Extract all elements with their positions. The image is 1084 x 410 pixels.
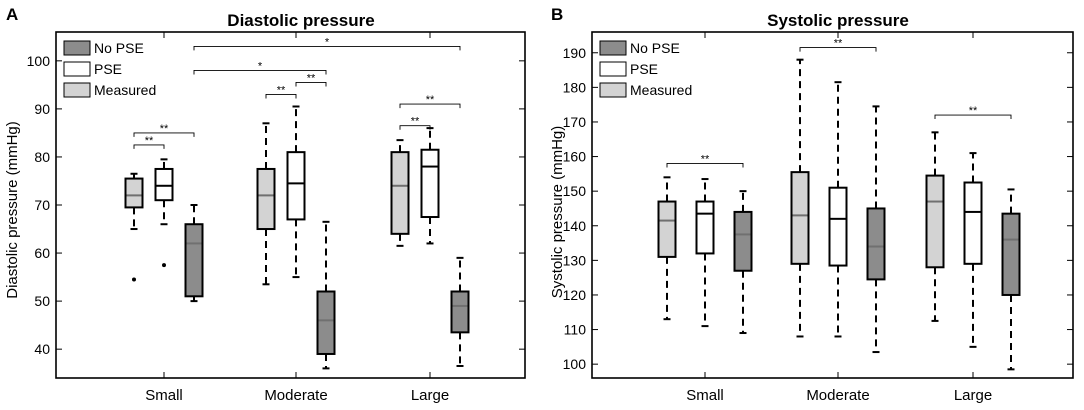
significance-bracket [193,45,461,51]
significance-label: * [325,36,330,48]
y-tick-label: 100 [563,356,587,372]
panel-label-a: A [6,5,18,24]
significance-label: ** [701,153,710,165]
y-tick-label: 160 [563,149,587,165]
significance-bracket [399,103,461,109]
y-tick-label: 50 [34,293,50,309]
box-small-pse [695,200,715,255]
significance-label: ** [969,105,978,117]
box-moderate-no-pse [316,290,336,355]
box-large-no-pse [1001,212,1021,296]
significance-bracket [799,47,877,52]
y-tick-label: 40 [34,341,50,357]
chart-title-diastolic: Diastolic pressure [227,11,374,30]
y-tick-label: 100 [27,53,51,69]
y-tick-label: 170 [563,114,587,130]
panel-label-b: B [551,5,563,24]
legend-swatch-no-pse [63,40,91,56]
legend-label-no-pse: No PSE [94,40,144,56]
y-axis-label-diastolic: Diastolic pressure (mmHg) [4,121,21,299]
box-small-no-pse [184,223,204,298]
y-tick-label: 180 [563,79,587,95]
significance-label: ** [277,84,286,96]
significance-label: ** [145,135,154,147]
y-tick-label: 90 [34,101,50,117]
significance-label: ** [411,116,420,128]
y-tick-label: 80 [34,149,50,165]
significance-bracket [265,94,297,99]
x-category-label-moderate: Moderate [806,387,869,404]
significance-label: ** [160,123,169,135]
box-small-pse [154,167,174,202]
y-tick-label: 140 [563,218,587,234]
box-small-no-pse [733,210,753,272]
legend-swatch-measured [599,82,627,98]
x-category-label-large: Large [954,387,992,404]
plot-frame [591,31,1074,379]
legend-label-measured: Measured [630,82,692,98]
legend-swatch-pse [599,61,627,77]
y-tick-label: 130 [563,252,587,268]
box-large-measured [390,151,410,235]
box-large-no-pse [450,290,470,334]
legend-swatch-no-pse [599,40,627,56]
y-tick-label: 150 [563,183,587,199]
y-axis-label-systolic: Systolic pressure (mmHg) [549,126,566,299]
box-moderate-no-pse [866,207,886,281]
x-category-label-moderate: Moderate [264,387,327,404]
legend-label-measured: Measured [94,82,156,98]
box-small-measured [657,200,677,258]
significance-bracket [666,163,744,168]
significance-bracket [399,125,431,130]
significance-label: * [258,60,263,72]
significance-bracket [295,82,327,87]
box-moderate-pse [828,186,848,267]
y-tick-label: 120 [563,287,587,303]
box-small-pse-outlier [162,263,166,268]
box-moderate-pse [286,151,306,221]
significance-bracket [133,132,195,137]
legend-swatch-measured [63,82,91,98]
y-tick-label: 190 [563,45,587,61]
significance-label: ** [307,72,316,84]
significance-bracket [934,114,1012,120]
legend-label-pse: PSE [94,61,122,77]
box-moderate-measured [256,167,276,231]
significance-label: ** [834,38,843,50]
significance-bracket [193,69,327,75]
box-small-measured-outlier [132,277,136,282]
chart-title-systolic: Systolic pressure [767,11,909,30]
box-small-measured [124,177,144,209]
x-category-label-small: Small [145,387,183,404]
legend-swatch-pse [63,61,91,77]
box-large-measured [925,174,945,269]
panel-diastolic: A Diastolic pressure Diastolic pressure … [4,5,526,404]
y-tick-label: 70 [34,197,50,213]
y-tick-label: 60 [34,245,50,261]
box-moderate-measured [790,171,810,265]
x-category-label-large: Large [411,387,449,404]
box-large-pse [420,148,440,219]
panel-systolic: B Systolic pressure Systolic pressure (m… [549,5,1074,404]
significance-bracket [133,144,165,149]
box-large-pse [963,181,983,265]
y-tick-label: 110 [564,322,587,338]
significance-label: ** [426,94,435,106]
legend-label-no-pse: No PSE [630,40,680,56]
x-category-label-small: Small [686,387,724,404]
legend-label-pse: PSE [630,61,658,77]
